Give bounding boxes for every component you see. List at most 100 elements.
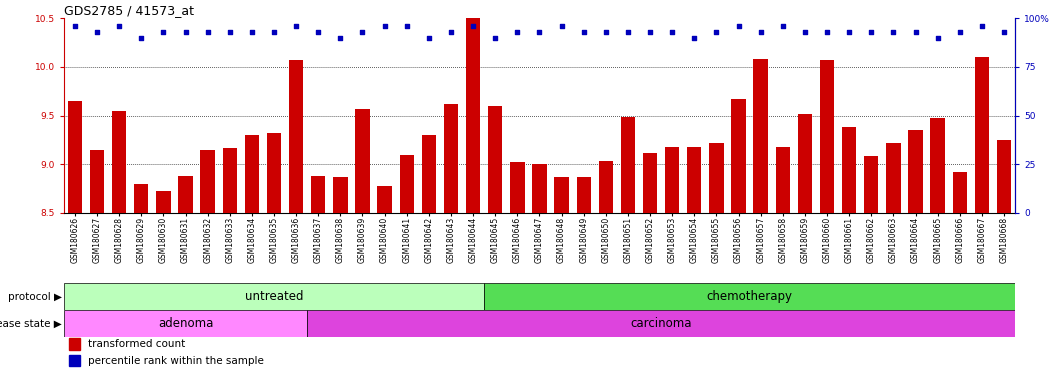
Point: [465, 23, 482, 29]
Point: [155, 28, 172, 35]
Bar: [378, 186, 392, 213]
Point: [974, 23, 991, 29]
Bar: [355, 109, 369, 213]
Point: [576, 28, 593, 35]
Point: [708, 28, 725, 35]
Point: [929, 35, 946, 41]
Point: [686, 35, 703, 41]
Text: untreated: untreated: [245, 290, 303, 303]
Text: protocol ▶: protocol ▶: [7, 291, 62, 301]
Point: [332, 35, 349, 41]
Bar: [307, 310, 1015, 337]
Point: [796, 28, 813, 35]
Bar: [510, 162, 525, 213]
Bar: [997, 140, 1011, 213]
Point: [642, 28, 659, 35]
Bar: [245, 135, 259, 213]
Point: [775, 23, 792, 29]
Bar: [842, 127, 857, 213]
Point: [133, 35, 150, 41]
Bar: [466, 13, 480, 213]
Point: [951, 28, 968, 35]
Bar: [864, 156, 879, 213]
Bar: [643, 152, 658, 213]
Point: [354, 28, 371, 35]
Point: [996, 28, 1013, 35]
Point: [863, 28, 880, 35]
Point: [818, 28, 835, 35]
Bar: [222, 148, 237, 213]
Bar: [444, 104, 459, 213]
Bar: [156, 190, 170, 213]
Point: [443, 28, 460, 35]
Bar: [532, 164, 547, 213]
Bar: [952, 172, 967, 213]
Point: [287, 23, 304, 29]
Text: GDS2785 / 41573_at: GDS2785 / 41573_at: [64, 4, 194, 17]
Point: [730, 23, 747, 29]
Bar: [267, 133, 281, 213]
Point: [266, 28, 283, 35]
Point: [88, 28, 105, 35]
Text: percentile rank within the sample: percentile rank within the sample: [87, 356, 264, 366]
Point: [752, 28, 769, 35]
Point: [310, 28, 327, 35]
Bar: [134, 184, 149, 213]
Bar: [886, 143, 900, 213]
Point: [221, 28, 238, 35]
Bar: [311, 176, 326, 213]
Point: [509, 28, 526, 35]
Bar: [68, 101, 82, 213]
Bar: [179, 176, 193, 213]
Point: [244, 28, 261, 35]
Bar: [89, 150, 104, 213]
Bar: [554, 177, 569, 213]
Point: [597, 28, 614, 35]
Bar: [975, 57, 990, 213]
Text: transformed count: transformed count: [87, 339, 185, 349]
Bar: [488, 106, 502, 213]
Bar: [620, 118, 635, 213]
Point: [619, 28, 636, 35]
Point: [907, 28, 924, 35]
Bar: [930, 118, 945, 213]
Bar: [64, 310, 307, 337]
Bar: [776, 147, 789, 213]
Bar: [68, 355, 80, 366]
Bar: [399, 154, 414, 213]
Point: [376, 23, 393, 29]
Bar: [421, 135, 436, 213]
Text: disease state ▶: disease state ▶: [0, 318, 62, 328]
Point: [111, 23, 128, 29]
Point: [66, 23, 83, 29]
Bar: [112, 111, 127, 213]
Bar: [753, 59, 768, 213]
Point: [398, 23, 415, 29]
Text: carcinoma: carcinoma: [630, 317, 692, 330]
Point: [177, 28, 194, 35]
Bar: [687, 147, 701, 213]
Bar: [289, 60, 303, 213]
Point: [199, 28, 216, 35]
Bar: [68, 338, 80, 350]
Bar: [731, 99, 746, 213]
Bar: [599, 161, 613, 213]
Text: adenoma: adenoma: [157, 317, 213, 330]
Bar: [909, 130, 922, 213]
Bar: [820, 60, 834, 213]
Bar: [64, 283, 484, 310]
Bar: [484, 283, 1015, 310]
Bar: [577, 177, 591, 213]
Bar: [333, 177, 348, 213]
Bar: [798, 114, 812, 213]
Bar: [200, 150, 215, 213]
Text: chemotherapy: chemotherapy: [706, 290, 793, 303]
Bar: [665, 147, 680, 213]
Bar: [710, 143, 724, 213]
Point: [486, 35, 503, 41]
Point: [885, 28, 902, 35]
Point: [664, 28, 681, 35]
Point: [841, 28, 858, 35]
Point: [553, 23, 570, 29]
Point: [420, 35, 437, 41]
